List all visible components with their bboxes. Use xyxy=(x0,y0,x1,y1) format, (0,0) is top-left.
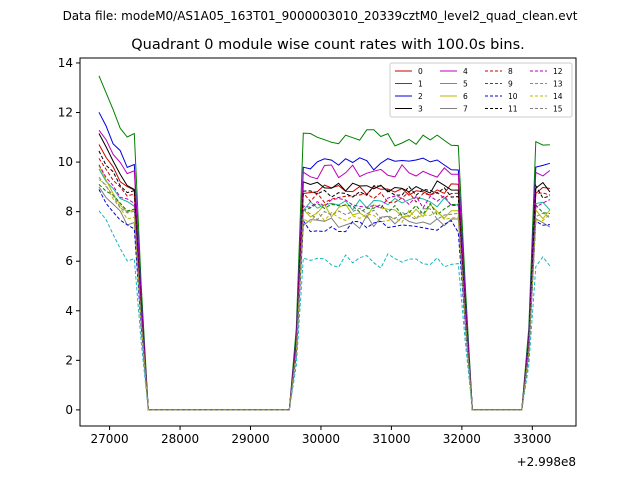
x-tick-label: 27000 xyxy=(90,432,128,446)
y-tick-label: 0 xyxy=(65,403,73,417)
x-tick-label: 28000 xyxy=(161,432,199,446)
legend-label-6: 6 xyxy=(463,92,468,101)
legend-label-1: 1 xyxy=(418,80,423,89)
y-tick-label: 2 xyxy=(65,353,73,367)
y-tick-label: 14 xyxy=(58,56,73,70)
series-line-15 xyxy=(98,176,551,411)
chart-title: Quadrant 0 module wise count rates with … xyxy=(131,37,525,53)
y-tick-label: 12 xyxy=(58,106,73,120)
legend-label-10: 10 xyxy=(508,92,518,101)
x-tick-label: 29000 xyxy=(231,432,269,446)
legend-label-9: 9 xyxy=(508,80,513,89)
plot-area xyxy=(80,58,576,426)
legend-label-15: 15 xyxy=(553,105,563,114)
plot-frame xyxy=(79,57,577,427)
legend-label-4: 4 xyxy=(463,67,468,76)
x-tick-label: 32000 xyxy=(443,432,481,446)
legend-label-8: 8 xyxy=(508,67,513,76)
legend-label-2: 2 xyxy=(418,92,423,101)
legend-label-7: 7 xyxy=(463,105,468,114)
legend-label-12: 12 xyxy=(553,67,563,76)
y-tick-label: 4 xyxy=(65,304,73,318)
y-tick-label: 10 xyxy=(58,155,73,169)
legend-label-3: 3 xyxy=(418,105,423,114)
legend-label-13: 13 xyxy=(553,80,563,89)
legend-label-5: 5 xyxy=(463,80,468,89)
y-tick-label: 6 xyxy=(65,254,73,268)
series-lines xyxy=(98,75,551,411)
x-tick-label: 33000 xyxy=(513,432,551,446)
figure-suptitle: Data file: modeM0/AS1A05_163T01_90000030… xyxy=(63,9,578,23)
x-tick-label: 31000 xyxy=(372,432,410,446)
axis-ticks: 27000 28000 29000 30000 31000 32000 33000 0 2 4 6 8… xyxy=(58,56,552,446)
legend-label-11: 11 xyxy=(508,105,518,114)
y-tick-label: 8 xyxy=(65,205,73,219)
x-tick-label: 30000 xyxy=(302,432,340,446)
legend-label-14: 14 xyxy=(553,92,563,101)
legend-label-0: 0 xyxy=(418,67,423,76)
legend-box xyxy=(389,62,573,118)
x-axis-offset-label: +2.998e8 xyxy=(517,455,576,469)
